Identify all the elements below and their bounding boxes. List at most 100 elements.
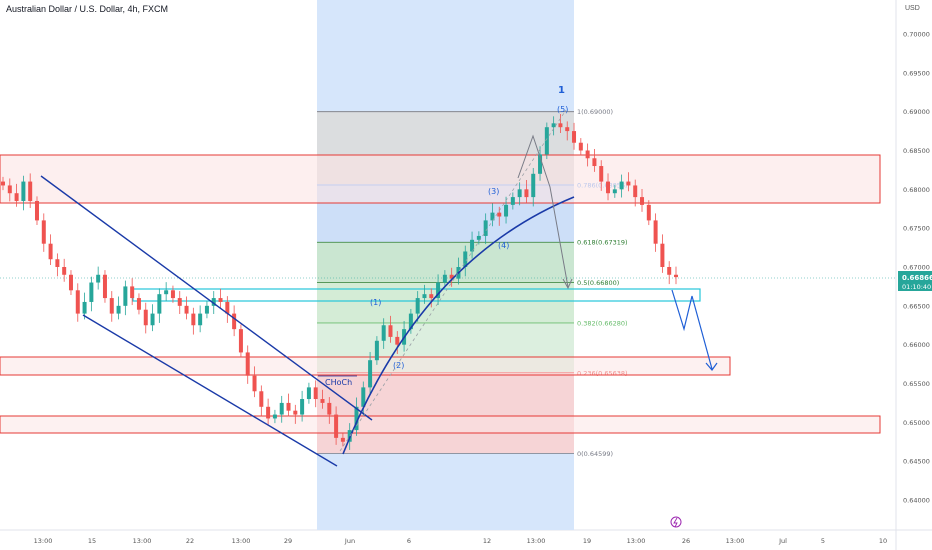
time-tick-label: 15 (88, 537, 96, 545)
fib-level-label: 0(0.64599) (577, 450, 613, 458)
candle-body (544, 127, 549, 155)
resistance-zone[interactable] (0, 154, 881, 204)
price-tick-label: 0.65500 (903, 380, 930, 388)
fib-level-label: 0.5(0.66800) (577, 279, 619, 287)
time-tick-label: 13:00 (726, 537, 745, 545)
candle-body (164, 290, 169, 295)
candle-body (300, 399, 305, 415)
time-tick-label: 13:00 (34, 537, 53, 545)
candle-body (82, 301, 87, 314)
candle-body (170, 290, 175, 299)
candle-body (354, 406, 359, 431)
candle-body (191, 313, 196, 326)
price-axis[interactable]: 0.70000 0.69500 0.69000 0.68500 0.68000 0.675… (903, 31, 930, 505)
candle-body (313, 387, 318, 400)
candle-body (259, 391, 264, 407)
candle-body (626, 181, 631, 186)
time-tick-label: Jul (778, 537, 787, 545)
price-tick-label: 0.68000 (903, 186, 930, 194)
candle-body (381, 325, 386, 341)
candle-body (204, 305, 209, 314)
candle-body (136, 298, 141, 310)
time-tick-label: 22 (186, 537, 194, 545)
candle-body (184, 305, 189, 314)
channel-bottom-line[interactable] (82, 314, 338, 467)
candle-body (592, 158, 597, 167)
support-zone-red-1[interactable] (0, 356, 731, 376)
candle-body (510, 197, 515, 205)
candle-body (606, 181, 611, 194)
fib-anchor-line (339, 109, 567, 452)
candle-body (368, 360, 373, 388)
candle-body (415, 298, 420, 314)
channel-top-line[interactable] (40, 175, 373, 421)
candle-body (327, 402, 332, 415)
time-tick-label: 26 (682, 537, 690, 545)
candle-body (558, 123, 563, 128)
time-tick-label: 13:00 (232, 537, 251, 545)
candlesticks (1, 113, 678, 450)
time-axis[interactable]: 13:00 15 13:00 22 13:00 29 Jun 6 12 13:00 19 13:00 2… (34, 537, 888, 545)
candle-body (293, 410, 298, 415)
support-zone-red-2[interactable] (0, 415, 881, 434)
candle-body (667, 267, 672, 275)
price-tick-label: 0.66500 (903, 302, 930, 310)
candle-body (245, 352, 250, 376)
time-tick-label: Jun (344, 537, 355, 545)
candle-body (490, 212, 495, 221)
candle-body (538, 154, 543, 174)
projection-arrowhead-blue (705, 362, 718, 371)
candle-body (483, 220, 488, 236)
candle-body (504, 204, 509, 217)
wave-2-label: (2) (393, 361, 404, 370)
candle-body (463, 251, 468, 267)
candle-body (75, 290, 80, 314)
candle-body (130, 286, 135, 299)
candle-body (660, 243, 665, 267)
candle-body (449, 274, 454, 279)
candle-body (531, 173, 536, 198)
wave-4-label: (4) (498, 241, 509, 250)
candle-body (41, 220, 46, 244)
candle-body (653, 220, 658, 244)
choch-label: CHoCh (325, 378, 352, 387)
candle-body (497, 212, 502, 217)
candle-body (68, 274, 73, 291)
current-price-value: 0.66866 (902, 274, 932, 282)
candle-body (585, 150, 590, 159)
candle-body (646, 204, 651, 221)
lightning-icon[interactable] (670, 516, 682, 528)
candle-body (374, 340, 379, 361)
time-tick-label: 19 (583, 537, 591, 545)
price-tick-label: 0.70000 (903, 31, 930, 39)
candle-body (177, 298, 182, 306)
candle-body (395, 336, 400, 345)
candle-body (633, 185, 638, 198)
candle-body (572, 131, 577, 143)
projection-path-grey (517, 134, 569, 288)
curved-trendline[interactable] (342, 196, 575, 455)
candle-body (266, 406, 271, 419)
candle-body (150, 313, 155, 326)
candle-body (55, 259, 60, 267)
price-tick-label: 0.69000 (903, 108, 930, 116)
price-tick-label: 0.66000 (903, 341, 930, 349)
candle-body (599, 166, 604, 182)
candle-body (578, 142, 583, 151)
chart-title: Australian Dollar / U.S. Dollar, 4h, FXC… (6, 4, 169, 14)
candle-body (34, 200, 39, 221)
candle-body (272, 414, 277, 419)
price-tick-label: 0.67000 (903, 264, 930, 272)
candle-body (612, 189, 617, 194)
price-tick-label: 0.64500 (903, 458, 930, 466)
time-tick-label: 6 (407, 537, 411, 545)
candle-body (470, 239, 475, 252)
candle-body (422, 294, 427, 299)
candle-body (524, 189, 529, 198)
lightning-bolt-glyph (673, 517, 678, 528)
time-tick-label: 5 (821, 537, 825, 545)
projection-path-blue (671, 289, 713, 370)
candle-body (7, 185, 12, 194)
candle-body (14, 193, 19, 201)
